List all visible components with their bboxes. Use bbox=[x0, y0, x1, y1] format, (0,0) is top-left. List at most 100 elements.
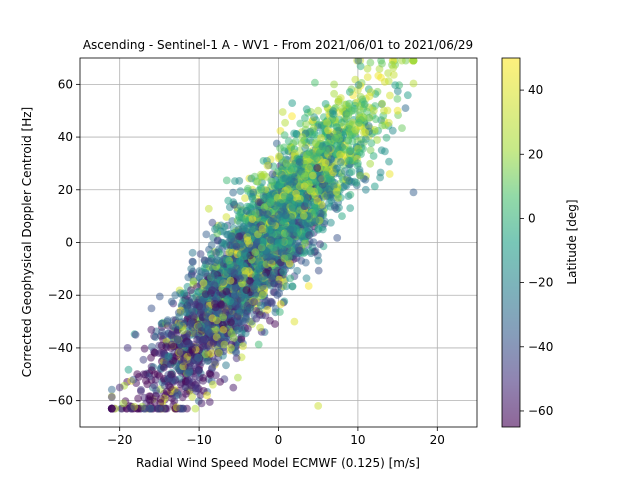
scatter-point bbox=[235, 177, 244, 185]
scatter-point bbox=[180, 289, 188, 298]
scatter-point bbox=[365, 92, 374, 101]
scatter-point bbox=[243, 202, 252, 211]
scatter-point bbox=[259, 238, 268, 246]
scatter-point bbox=[354, 58, 363, 65]
scatter-point bbox=[124, 365, 133, 374]
scatter-point bbox=[210, 271, 219, 279]
x-tick-label: 10 bbox=[350, 433, 365, 447]
colorbar-frame bbox=[501, 57, 521, 428]
scatter-point bbox=[256, 301, 265, 310]
scatter-point bbox=[313, 164, 322, 172]
scatter-point bbox=[366, 159, 375, 168]
scatter-point bbox=[384, 118, 393, 127]
scatter-point bbox=[306, 185, 315, 194]
scatter-point bbox=[354, 81, 363, 89]
scatter-point bbox=[393, 95, 402, 103]
scatter-point bbox=[356, 108, 364, 116]
scatter-point bbox=[185, 368, 194, 377]
scatter-point bbox=[214, 236, 222, 245]
scatter-point bbox=[176, 380, 185, 389]
scatter-point bbox=[409, 79, 418, 88]
scatter-point bbox=[314, 186, 323, 195]
scatter-point bbox=[275, 289, 283, 298]
scatter-point bbox=[346, 204, 355, 213]
scatter-point bbox=[230, 268, 239, 277]
scatter-point bbox=[385, 157, 393, 166]
scatter-point bbox=[360, 100, 369, 109]
point-cloud bbox=[107, 58, 418, 413]
scatter-point bbox=[231, 283, 240, 292]
colorbar-tick-label: 0 bbox=[528, 211, 536, 225]
scatter-point bbox=[155, 349, 164, 358]
scatter-point bbox=[337, 158, 345, 167]
scatter-point bbox=[290, 129, 298, 138]
scatter-point bbox=[234, 212, 243, 221]
scatter-point bbox=[158, 328, 166, 336]
scatter-point bbox=[266, 199, 275, 207]
colorbar-tick-label: −60 bbox=[528, 404, 553, 418]
scatter-point bbox=[324, 126, 332, 135]
scatter-point bbox=[241, 215, 250, 224]
scatter-point bbox=[186, 320, 194, 329]
scatter-point bbox=[312, 204, 321, 212]
scatter-point bbox=[327, 218, 335, 227]
scatter-point bbox=[167, 340, 176, 349]
scatter-point bbox=[291, 137, 300, 146]
scatter-point bbox=[280, 131, 289, 140]
scatter-point bbox=[184, 339, 193, 348]
scatter-point bbox=[378, 99, 386, 108]
colorbar-ticks: −60 −40 −20 0 20 40 bbox=[520, 83, 553, 418]
scatter-point bbox=[314, 402, 323, 410]
scatter-point bbox=[283, 185, 292, 194]
scatter-point bbox=[107, 404, 116, 413]
scatter-point bbox=[311, 247, 320, 255]
scatter-point bbox=[186, 348, 195, 357]
x-tick-label: 20 bbox=[430, 433, 445, 447]
colorbar-tick-label: 40 bbox=[528, 83, 543, 97]
scatter-point bbox=[167, 331, 176, 340]
scatter-point bbox=[146, 396, 154, 405]
x-tick-label: −10 bbox=[186, 433, 211, 447]
scatter-point bbox=[314, 256, 323, 265]
scatter-point bbox=[147, 304, 156, 313]
scatter-point bbox=[301, 114, 309, 122]
scatter-point bbox=[248, 194, 257, 203]
scatter-point bbox=[285, 236, 294, 245]
x-axis-ticks: −20 −10 0 10 20 bbox=[107, 427, 445, 447]
scatter-point bbox=[250, 284, 259, 293]
scatter-point bbox=[201, 350, 210, 359]
scatter-point bbox=[345, 99, 354, 108]
scatter-point bbox=[226, 276, 235, 285]
scatter-point bbox=[281, 211, 290, 220]
scatter-point bbox=[227, 329, 236, 338]
scatter-point bbox=[311, 216, 320, 225]
scatter-point bbox=[236, 187, 245, 196]
scatter-point bbox=[374, 71, 383, 80]
scatter-point bbox=[151, 333, 160, 341]
x-tick-label: 0 bbox=[275, 433, 283, 447]
scatter-point bbox=[171, 291, 180, 300]
scatter-point bbox=[137, 386, 145, 394]
scatter-point bbox=[188, 248, 197, 257]
colorbar-label: Latitude [deg] bbox=[565, 199, 579, 284]
scatter-point bbox=[119, 399, 128, 408]
scatter-point bbox=[229, 237, 238, 246]
scatter-point bbox=[336, 150, 344, 159]
y-axis-label: Corrected Geophysical Doppler Centroid [… bbox=[20, 107, 34, 377]
scatter-point bbox=[147, 325, 156, 334]
scatter-point bbox=[265, 225, 274, 234]
scatter-point bbox=[142, 376, 150, 385]
scatter-point bbox=[321, 159, 330, 167]
scatter-point bbox=[249, 188, 258, 197]
scatter-point bbox=[308, 171, 317, 180]
scatter-point bbox=[199, 279, 208, 287]
scatter-point bbox=[212, 248, 221, 257]
scatter-point bbox=[211, 303, 220, 312]
scatter-point bbox=[236, 274, 244, 283]
scatter-point bbox=[409, 188, 418, 197]
scatter-point bbox=[256, 323, 264, 332]
scatter-point bbox=[310, 130, 319, 139]
scatter-point bbox=[269, 243, 278, 252]
scatter-point bbox=[371, 115, 380, 124]
scatter-point bbox=[235, 257, 244, 266]
